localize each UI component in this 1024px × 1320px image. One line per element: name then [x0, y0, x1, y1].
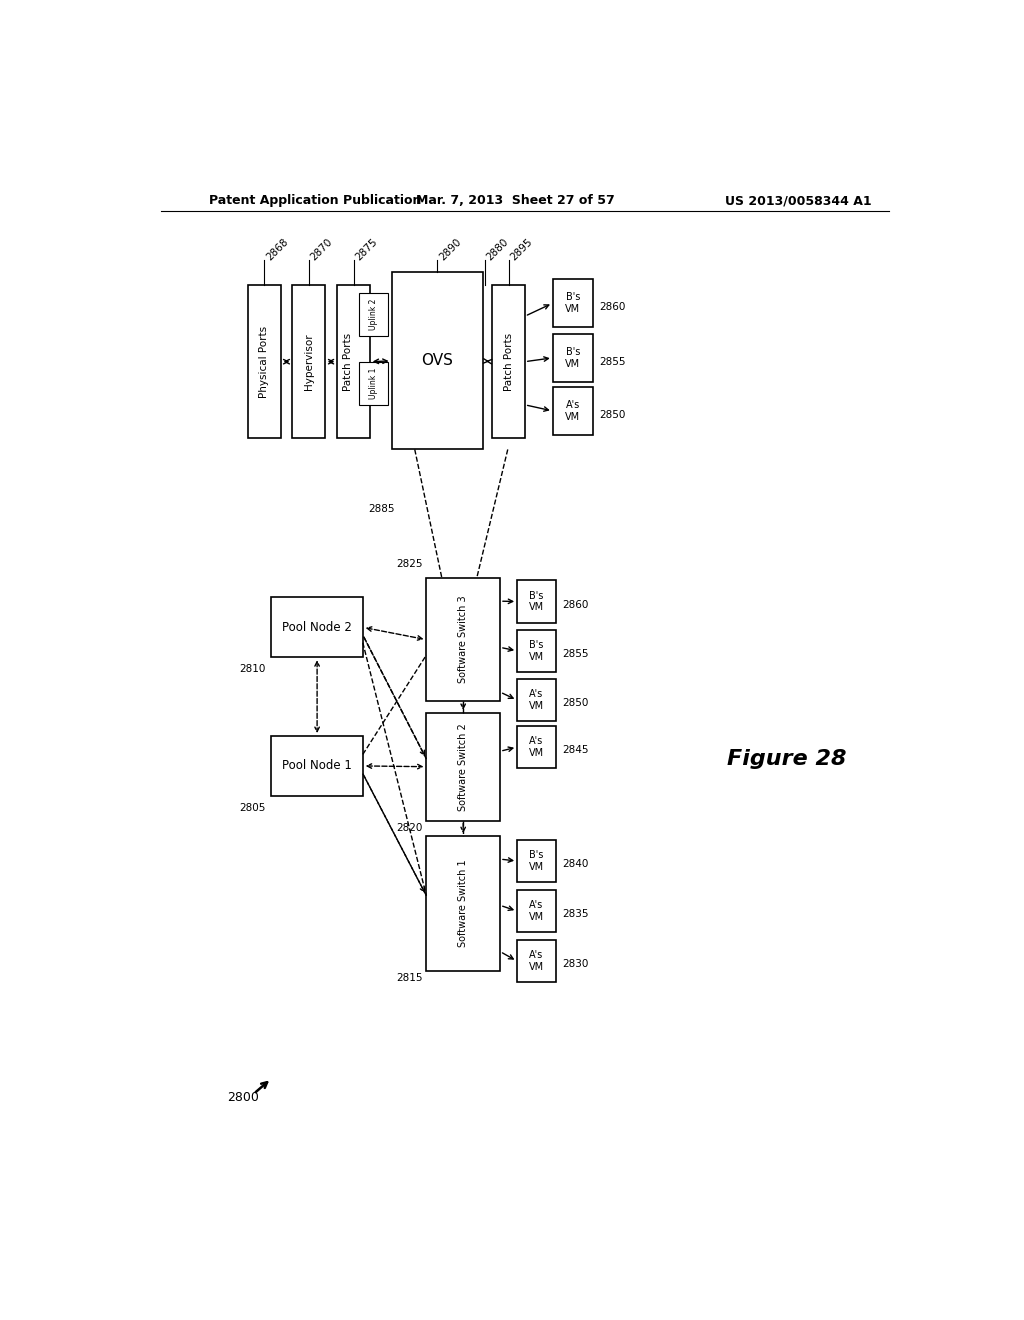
Text: B's
VM: B's VM: [528, 640, 544, 661]
Bar: [271, 737, 362, 796]
Text: 2815: 2815: [396, 973, 423, 983]
Text: B's
VM: B's VM: [565, 347, 581, 368]
Bar: [391, 272, 483, 449]
Text: 2800: 2800: [226, 1092, 259, 1105]
Text: 2810: 2810: [239, 664, 265, 675]
Text: 2845: 2845: [562, 746, 589, 755]
Text: B's
VM: B's VM: [565, 292, 581, 314]
Text: 2850: 2850: [599, 409, 626, 420]
Text: Pool Node 2: Pool Node 2: [283, 620, 352, 634]
Text: Software Switch 1: Software Switch 1: [458, 859, 468, 948]
Text: 2895: 2895: [509, 236, 535, 263]
Bar: [426, 578, 500, 701]
Text: Patch Ports: Patch Ports: [504, 333, 513, 391]
Text: 2825: 2825: [396, 560, 423, 569]
Text: Figure 28: Figure 28: [727, 748, 847, 770]
Bar: [517, 890, 556, 932]
Text: 2885: 2885: [369, 504, 394, 513]
Bar: [553, 387, 593, 434]
Text: 2870: 2870: [308, 236, 334, 263]
Text: Uplink 2: Uplink 2: [370, 298, 378, 330]
Bar: [292, 285, 325, 438]
Text: 2875: 2875: [353, 236, 379, 263]
Text: Software Switch 3: Software Switch 3: [458, 595, 468, 684]
Text: Hypervisor: Hypervisor: [303, 334, 313, 389]
Text: B's
VM: B's VM: [528, 591, 544, 612]
Bar: [337, 285, 370, 438]
Bar: [517, 726, 556, 768]
Bar: [493, 285, 524, 438]
Text: 2855: 2855: [562, 649, 589, 659]
Text: US 2013/0058344 A1: US 2013/0058344 A1: [725, 194, 872, 207]
Text: B's
VM: B's VM: [528, 850, 544, 871]
Text: 2868: 2868: [264, 236, 290, 263]
Text: A's
VM: A's VM: [528, 689, 544, 711]
Bar: [359, 363, 388, 405]
Bar: [426, 713, 500, 821]
Text: Patent Application Publication: Patent Application Publication: [209, 194, 422, 207]
Text: Pool Node 1: Pool Node 1: [283, 759, 352, 772]
Text: Mar. 7, 2013  Sheet 27 of 57: Mar. 7, 2013 Sheet 27 of 57: [416, 194, 614, 207]
Text: 2855: 2855: [599, 356, 626, 367]
Text: A's
VM: A's VM: [528, 900, 544, 921]
Bar: [517, 940, 556, 982]
Bar: [248, 285, 281, 438]
Bar: [517, 630, 556, 672]
Bar: [517, 581, 556, 623]
Bar: [426, 836, 500, 970]
Text: Uplink 1: Uplink 1: [370, 368, 378, 400]
Text: 2805: 2805: [239, 803, 265, 813]
Text: Software Switch 2: Software Switch 2: [458, 723, 468, 810]
Text: A's
VM: A's VM: [565, 400, 581, 422]
Text: 2835: 2835: [562, 909, 589, 919]
Text: 2860: 2860: [562, 599, 589, 610]
Text: 2860: 2860: [599, 302, 626, 312]
Text: 2890: 2890: [437, 236, 463, 263]
Text: 2880: 2880: [484, 236, 510, 263]
Bar: [553, 334, 593, 381]
Text: A's
VM: A's VM: [528, 737, 544, 758]
Text: 2840: 2840: [562, 859, 589, 869]
Text: Physical Ports: Physical Ports: [259, 326, 269, 397]
Text: Patch Ports: Patch Ports: [343, 333, 353, 391]
Text: 2830: 2830: [562, 960, 589, 969]
Text: A's
VM: A's VM: [528, 950, 544, 972]
Bar: [517, 678, 556, 721]
Bar: [359, 293, 388, 335]
Text: 2850: 2850: [562, 698, 589, 708]
Bar: [271, 598, 362, 657]
Text: 2820: 2820: [396, 824, 423, 833]
Text: OVS: OVS: [421, 354, 454, 368]
Bar: [553, 280, 593, 327]
Bar: [517, 840, 556, 882]
